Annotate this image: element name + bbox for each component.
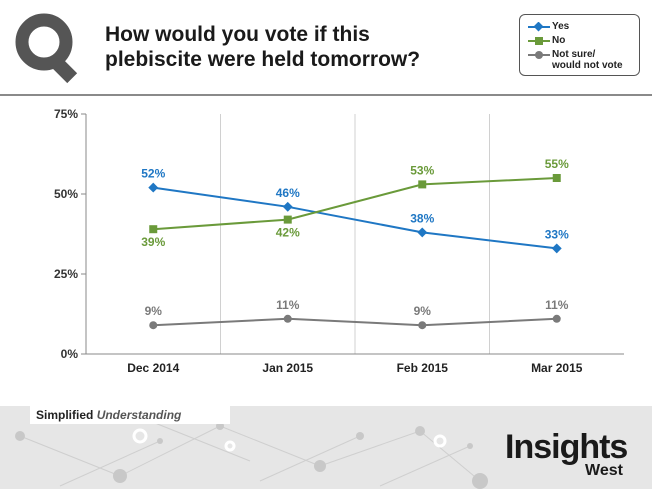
data-label: 39% bbox=[141, 235, 165, 249]
data-point-circle bbox=[418, 321, 427, 330]
data-label: 53% bbox=[410, 163, 434, 177]
data-point-diamond bbox=[282, 201, 293, 212]
data-point-square bbox=[283, 215, 292, 224]
data-point-square bbox=[149, 225, 158, 234]
legend-label-not-sure: Not sure/ would not vote bbox=[552, 49, 623, 71]
data-label: 9% bbox=[145, 304, 163, 318]
legend-square-icon bbox=[528, 37, 550, 45]
data-label: 11% bbox=[545, 298, 569, 312]
data-point-circle bbox=[149, 321, 158, 330]
legend: Yes No Not sure/ would not vote bbox=[519, 14, 640, 76]
x-tick-label: Jan 2015 bbox=[262, 361, 313, 375]
x-tick-label: Dec 2014 bbox=[127, 361, 179, 375]
brand-logo-text: Insights bbox=[505, 428, 628, 466]
series-line-2 bbox=[153, 317, 557, 327]
x-tick-label: Mar 2015 bbox=[531, 361, 583, 375]
y-tick-label: 25% bbox=[54, 267, 78, 281]
footer: Simplified Understanding Insights West bbox=[0, 406, 652, 489]
legend-label-not-sure-line-1: Not sure/ bbox=[552, 49, 596, 60]
data-point-diamond bbox=[551, 243, 562, 254]
tagline: Simplified Understanding bbox=[36, 408, 181, 422]
data-point-diamond bbox=[148, 182, 159, 193]
chart-title-line-1: How would you vote if this bbox=[105, 23, 370, 46]
data-label: 11% bbox=[276, 298, 300, 312]
magnifier-logo-icon bbox=[15, 13, 78, 84]
data-label: 55% bbox=[545, 157, 569, 171]
x-tick-label: Feb 2015 bbox=[397, 361, 449, 375]
tagline-italic: Understanding bbox=[96, 408, 182, 422]
network-background-icon bbox=[15, 420, 488, 489]
data-point-circle bbox=[283, 314, 292, 323]
y-tick-label: 75% bbox=[54, 107, 78, 121]
legend-circle-icon bbox=[528, 51, 550, 59]
brand-logo-subtext: West bbox=[585, 462, 623, 479]
data-point-square bbox=[418, 180, 427, 189]
data-label: 46% bbox=[276, 186, 300, 200]
y-tick-label: 50% bbox=[54, 187, 78, 201]
data-point-square bbox=[552, 174, 561, 182]
data-label: 33% bbox=[545, 227, 569, 241]
data-label: 9% bbox=[414, 304, 432, 318]
line-chart: 0% 25% 50% 75% Dec 2014 Jan 2015 Feb 2015 Mar 2… bbox=[54, 107, 624, 375]
data-label: 52% bbox=[141, 167, 165, 181]
legend-label-not-sure-line-2: would not vote bbox=[552, 60, 623, 71]
chart-title-line-2: plebiscite were held tomorrow? bbox=[105, 48, 421, 71]
data-point-diamond bbox=[417, 227, 428, 238]
series-line-0 bbox=[153, 186, 557, 250]
legend-label-yes: Yes bbox=[552, 21, 570, 32]
header-divider bbox=[0, 94, 652, 96]
tagline-bold: Simplified bbox=[36, 408, 94, 422]
header: How would you vote if this plebiscite we… bbox=[0, 0, 652, 95]
data-point-circle bbox=[552, 314, 561, 323]
tagline-band bbox=[30, 406, 230, 424]
legend-label-no: No bbox=[552, 35, 566, 46]
data-label: 38% bbox=[410, 211, 434, 225]
data-label: 42% bbox=[276, 226, 300, 240]
chart-title: How would you vote if this plebiscite we… bbox=[105, 22, 475, 72]
series-line-1 bbox=[153, 177, 557, 231]
legend-diamond-icon bbox=[528, 22, 550, 32]
y-tick-label: 0% bbox=[61, 347, 79, 361]
